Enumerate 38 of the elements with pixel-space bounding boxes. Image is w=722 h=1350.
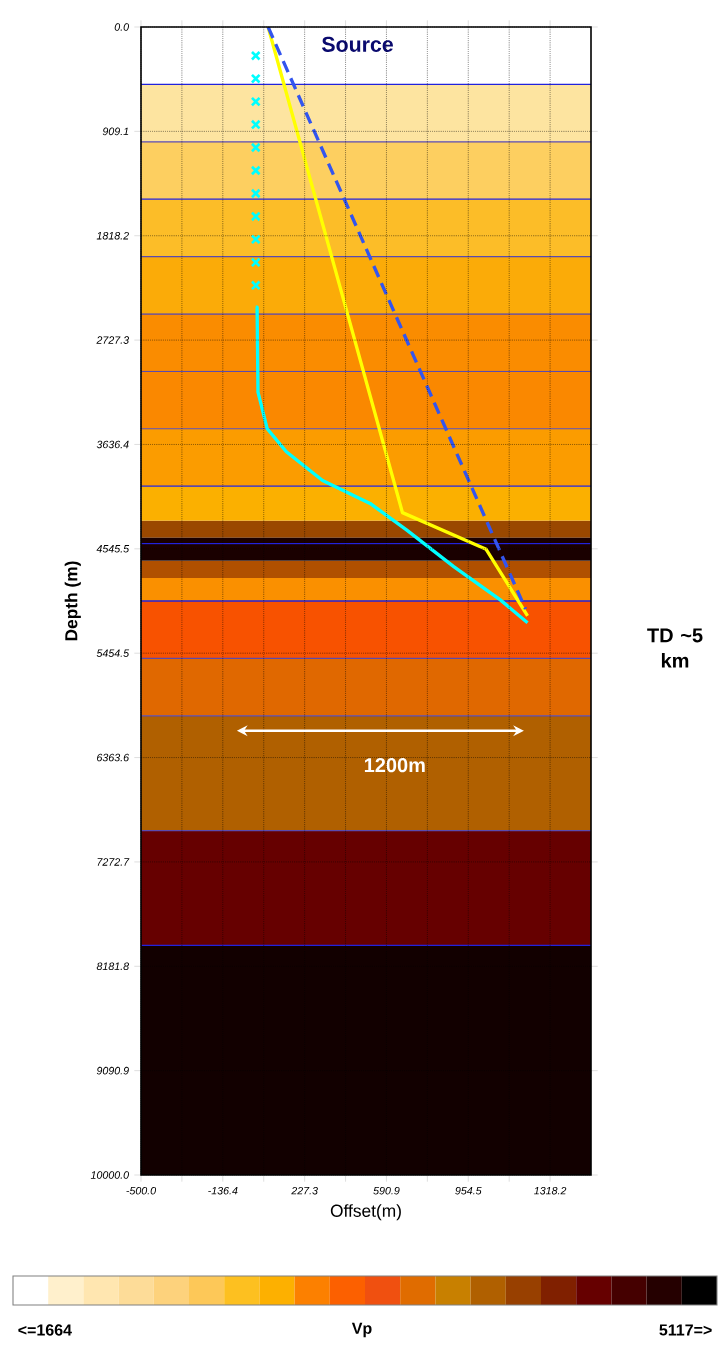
y-tick-label: 1818.2 <box>96 231 129 240</box>
x-axis-title: Offset(m) <box>330 1204 401 1221</box>
y-tick-label: 2727.3 <box>96 336 129 344</box>
point <box>250 211 261 222</box>
x-tick-label: 1318.2 <box>534 1186 567 1195</box>
point <box>250 234 261 245</box>
text: TD ~5 km <box>647 628 703 668</box>
text: <=1664 <box>18 1324 72 1336</box>
y-tick-label: 5454.5 <box>96 649 130 657</box>
point <box>250 96 261 107</box>
point <box>250 142 261 153</box>
annotation: Source <box>321 36 393 52</box>
y-tick-label: 4545.5 <box>96 545 130 553</box>
x-tick-label: -136.4 <box>208 1186 238 1195</box>
y-tick-label: 9090.9 <box>96 1066 129 1075</box>
text: 5117=> <box>659 1324 712 1336</box>
y-axis-title: Depth (m) <box>64 561 81 641</box>
color-bar-title: Vp <box>351 1322 372 1338</box>
point <box>250 165 261 176</box>
y-tick-label: 10000.0 <box>90 1171 129 1179</box>
point <box>250 50 261 61</box>
point <box>250 73 261 84</box>
x-tick-label: 954.5 <box>455 1186 482 1195</box>
y-tick-label: 0.0 <box>114 23 129 31</box>
x-tick-label: 227.3 <box>291 1186 318 1195</box>
point <box>250 257 261 268</box>
y-tick-label: 7272.7 <box>97 858 130 866</box>
y-tick-label: 909.1 <box>102 127 129 136</box>
line-series <box>254 305 530 625</box>
y-tick-label: 3636.4 <box>96 440 129 449</box>
point <box>250 280 261 291</box>
y-tick-label: 8181.8 <box>96 962 130 971</box>
y-tick-label: 6363.6 <box>97 753 130 762</box>
x-tick-label: 590.9 <box>373 1186 400 1195</box>
point <box>250 188 261 199</box>
point <box>250 119 261 130</box>
x-tick-label: -500.0 <box>126 1186 157 1195</box>
annotation: 1200m <box>364 758 425 773</box>
